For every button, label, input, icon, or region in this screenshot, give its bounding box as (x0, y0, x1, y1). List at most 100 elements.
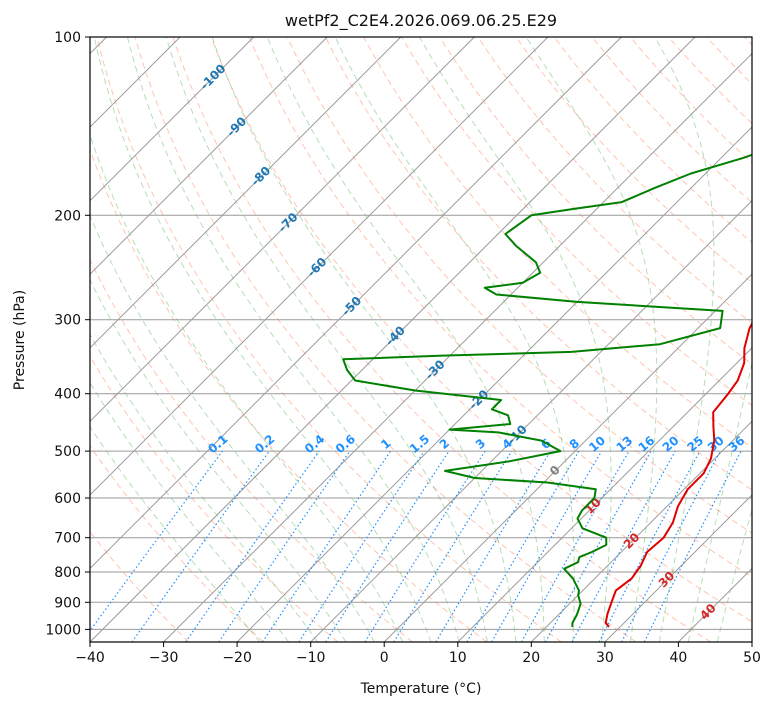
moist-adiabat (127, 37, 460, 642)
y-tick-label: 300 (54, 313, 81, 329)
dry-adiabat (134, 37, 637, 642)
dry-adiabat (629, 37, 752, 164)
dry-adiabat (744, 37, 752, 46)
dry-adiabat (90, 531, 190, 642)
profile-lines (342, 153, 752, 628)
dry-adiabat (286, 37, 752, 534)
x-tick-label: 40 (669, 650, 687, 666)
dry-adiabat (90, 445, 264, 642)
x-tick-label: −40 (75, 650, 105, 666)
mixing-ratio-line (90, 450, 223, 632)
moist-adiabat (90, 381, 290, 642)
mixing-ratio-line (218, 450, 351, 642)
x-tick-label: 50 (743, 650, 761, 666)
mixing-ratio-label: 3 (473, 436, 488, 452)
dry-adiabat (96, 37, 562, 642)
moist-adiabat (525, 37, 658, 642)
dry-adiabat (90, 258, 413, 642)
y-tick-label: 400 (54, 387, 81, 403)
dry-adiabat (172, 37, 712, 642)
moist-adiabat (654, 37, 715, 642)
isotherm-line (310, 199, 752, 642)
y-tick-label: 600 (54, 491, 81, 507)
isotherm-line (90, 37, 255, 202)
x-axis-ticks: −40 −30 −20 −10 0 10 20 30 40 50 (75, 642, 761, 666)
isotherm-line (383, 273, 752, 642)
dry-adiabat (90, 148, 488, 642)
mixing-ratio-label: 0.4 (302, 432, 327, 456)
moist-adiabat (90, 214, 375, 642)
x-tick-label: 0 (380, 650, 389, 666)
mixing-ratio-line (185, 450, 320, 642)
moist-adiabat (165, 37, 488, 642)
isotherm-line (90, 37, 475, 423)
x-tick-label: 10 (449, 650, 467, 666)
temperature-profile (604, 321, 752, 628)
y-tick-label: 800 (54, 565, 81, 581)
dry-adiabat (325, 37, 752, 491)
moist-adiabat (90, 425, 261, 642)
isotherm-line (604, 494, 752, 642)
dry-adiabat (553, 37, 752, 244)
dry-adiabat (248, 37, 752, 578)
dry-adiabat (90, 355, 339, 642)
dry-adiabat (668, 37, 752, 125)
y-tick-label: 1000 (45, 622, 81, 638)
isotherm-line (530, 420, 752, 642)
mixing-ratio-line (298, 450, 425, 642)
mixing-ratio-line (262, 450, 392, 642)
moist-adiabat (90, 133, 404, 642)
moist-adiabat (334, 37, 575, 642)
moist-adiabat (90, 278, 347, 642)
dry-adiabat (210, 37, 752, 623)
moist-adiabat (419, 37, 612, 642)
isotherm-line (751, 641, 752, 642)
dry-adiabat (477, 37, 752, 324)
mixing-ratio-line (545, 450, 652, 642)
x-tick-label: 30 (596, 650, 614, 666)
moist-adiabat (266, 37, 545, 642)
chart-title: wetPf2_C2E4.2026.069.06.25.E29 (285, 11, 557, 31)
mixing-ratio-label: 0.2 (252, 432, 277, 456)
mixing-ratio-line (598, 450, 701, 642)
mixing-ratio-line (325, 450, 450, 642)
x-tick-label: −30 (149, 650, 179, 666)
mixing-ratio-line (466, 450, 580, 642)
isotherm-line (236, 126, 752, 642)
mixing-ratio-label: 0.1 (205, 432, 230, 456)
y-tick-label: 700 (54, 531, 81, 547)
y-tick-label: 500 (54, 444, 81, 460)
isotherm-line (457, 347, 752, 642)
y-axis-label: Pressure (hPa) (12, 290, 28, 390)
mixing-ratio-line (393, 450, 513, 642)
plot-frame (89, 36, 753, 643)
y-tick-label: 900 (54, 595, 81, 611)
isotherm-line (678, 567, 752, 642)
mixing-ratio-label: 1 (378, 436, 393, 452)
moist-adiabat (90, 333, 318, 642)
mixing-ratio-line (131, 450, 270, 642)
x-tick-label: −10 (296, 650, 326, 666)
y-tick-label: 200 (54, 208, 81, 224)
moist-adiabat (716, 507, 752, 642)
mixing-ratio-line (571, 450, 676, 642)
mixing-ratio-label: 8 (567, 436, 582, 452)
x-tick-label: 20 (522, 650, 540, 666)
mixing-ratio-label: 2 (437, 436, 452, 452)
y-axis-ticks: 1000 900 800 700 600 500 400 300 200 100 (45, 30, 90, 638)
moist-adiabat (211, 37, 517, 642)
dry-adiabat (515, 37, 752, 284)
x-axis-label: Temperature (°C) (360, 681, 482, 697)
isotherm-line (163, 52, 752, 642)
y-tick-label: 100 (54, 30, 81, 46)
dewpoint-profile (342, 153, 752, 627)
isotherm-line (90, 37, 549, 496)
x-tick-label: −20 (222, 650, 252, 666)
mixing-ratio-line (520, 450, 630, 642)
background-lines (90, 37, 752, 642)
mixing-ratio-line (643, 450, 742, 642)
isotherm-label: -30 (422, 357, 447, 382)
isotherm-line (90, 37, 622, 570)
isotherm-line (90, 37, 696, 642)
